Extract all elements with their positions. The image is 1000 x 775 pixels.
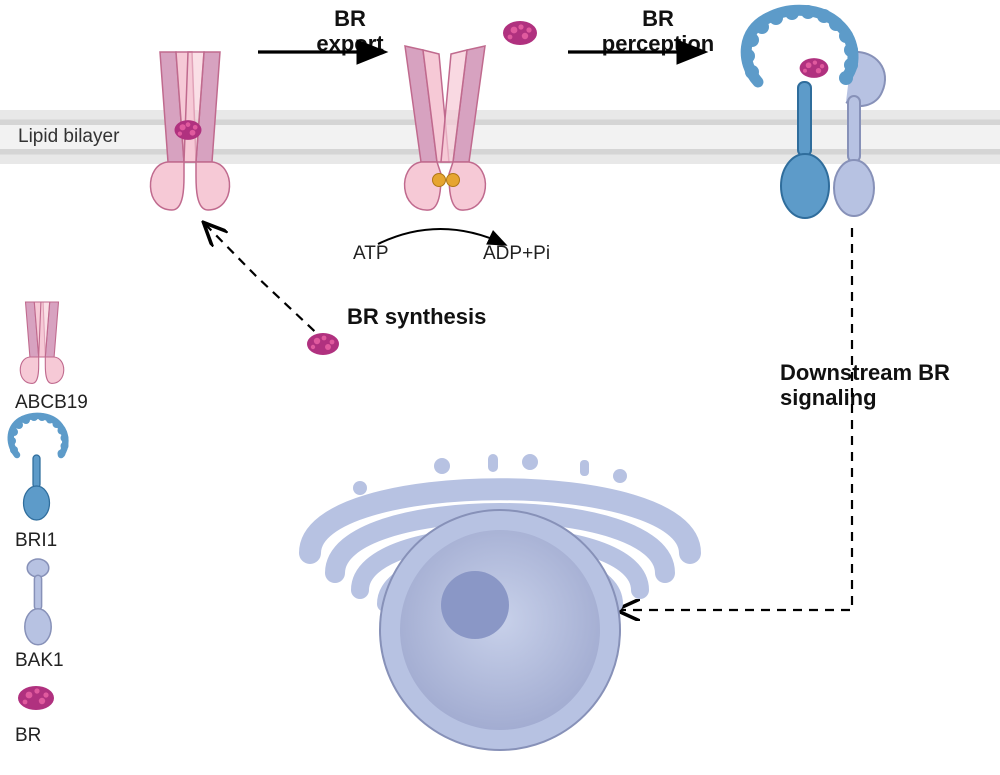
br-bound	[800, 58, 829, 78]
arrow-atp-hydrolysis	[378, 229, 504, 244]
nucleus	[380, 510, 620, 750]
abcb19-open	[405, 46, 486, 210]
br-synthesized	[307, 333, 339, 355]
legend-abcb19-icon	[20, 302, 63, 383]
legend-br-icon	[18, 686, 54, 710]
atp-dot	[447, 174, 460, 187]
br-exported	[503, 21, 537, 45]
diagram-svg	[0, 0, 1000, 775]
br-in-transporter	[175, 120, 202, 140]
arrow-synthesis-dashed	[205, 224, 326, 342]
legend-bri1-icon	[8, 413, 69, 520]
atp-dot	[433, 174, 446, 187]
receptor-complex	[741, 5, 885, 218]
legend-bak1-icon	[25, 559, 51, 645]
abcb19-closed	[150, 52, 229, 210]
